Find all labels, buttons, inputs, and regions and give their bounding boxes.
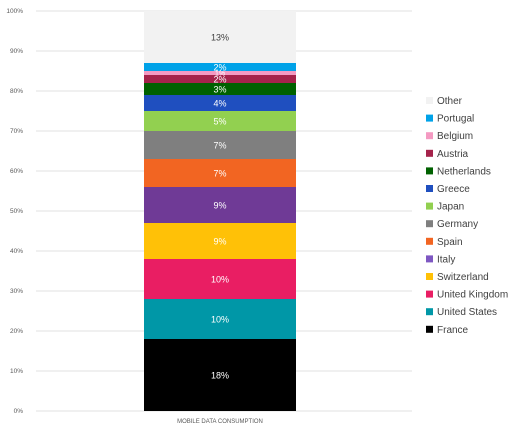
segment-value-label: 5% (213, 117, 226, 127)
segment-value-label: 3% (213, 85, 226, 95)
y-tick-label: 20% (10, 328, 23, 335)
legend-swatch (426, 97, 433, 104)
y-tick-label: 10% (10, 368, 23, 375)
x-axis-categories: MOBILE DATA CONSUMPTION (177, 419, 263, 425)
legend-entry: Belgium (437, 131, 473, 142)
y-tick-label: 30% (10, 288, 23, 295)
legend-entry: United Kingdom (437, 290, 508, 301)
legend-entry: France (437, 325, 469, 336)
bar-segment-france (144, 339, 296, 411)
y-tick-label: 60% (10, 168, 23, 175)
y-axis-ticks: 0% 10% 20% 30% 40% 50% 60% 70% 80% 90% 100% (6, 8, 23, 415)
bar-segment-belgium (144, 71, 296, 75)
legend-swatch (426, 202, 433, 210)
bar-segment-netherlands (144, 83, 296, 95)
legend-entry: Greece (437, 184, 470, 195)
legend-swatch (426, 220, 433, 228)
segment-value-label: 2% (213, 63, 226, 73)
bar-segment-united-kingdom (144, 259, 296, 299)
bar-segment-united-states (144, 299, 296, 339)
legend-entry: Other (437, 96, 463, 107)
legend-swatch (426, 149, 433, 157)
bar-segment-switzerland (144, 223, 296, 259)
legend-swatch (426, 132, 433, 140)
legend-entry: Germany (437, 219, 478, 230)
legend-entry: United States (437, 307, 497, 318)
x-category-label: MOBILE DATA CONSUMPTION (177, 419, 263, 425)
legend-entry: Spain (437, 237, 463, 248)
segment-value-label: 10% (211, 275, 229, 285)
y-tick-label: 80% (10, 88, 23, 95)
legend-entry: Switzerland (437, 272, 489, 283)
bar-segment-spain (144, 159, 296, 187)
segment-value-label: 2% (213, 75, 226, 85)
legend-entry: Italy (437, 254, 455, 265)
bar-segment-portugal (144, 63, 296, 71)
bar-segment-austria (144, 75, 296, 83)
segment-value-label: 18% (211, 371, 229, 381)
segment-labels: 18%10%10%9%9%7%7%5%4%3%2%1%2%13% (211, 33, 229, 381)
segment-value-label: 7% (213, 141, 226, 151)
legend-swatch (426, 237, 433, 245)
bar-segment-japan (144, 111, 296, 131)
legend-swatch (426, 308, 433, 316)
bar-segment-greece (144, 95, 296, 111)
segment-value-label: 10% (211, 315, 229, 325)
segment-value-label: 13% (211, 33, 229, 43)
legend-entry: Netherlands (437, 166, 491, 177)
legend-swatch (426, 167, 433, 175)
bar-segment-italy (144, 187, 296, 223)
legend-swatch (426, 114, 433, 122)
y-tick-label: 50% (10, 208, 23, 215)
y-tick-label: 0% (14, 408, 24, 415)
legend-swatch (426, 255, 433, 263)
segment-value-label: 9% (213, 237, 226, 247)
bar-segment-other (144, 11, 296, 63)
legend-swatch (426, 325, 433, 333)
legend-swatch (426, 290, 433, 298)
segment-value-label: 9% (213, 201, 226, 211)
segment-value-label: 1% (215, 71, 225, 78)
y-tick-label: 40% (10, 248, 23, 255)
y-tick-label: 70% (10, 128, 23, 135)
stacked-bar (144, 11, 296, 411)
bar-segment-germany (144, 131, 296, 159)
y-tick-label: 100% (6, 8, 23, 15)
segment-value-label: 4% (213, 99, 226, 109)
legend-swatch (426, 273, 433, 280)
segment-value-label: 7% (213, 169, 226, 179)
legend-entry: Portugal (437, 114, 474, 125)
legend-entry: Austria (437, 149, 469, 160)
legend-swatch (426, 185, 433, 192)
legend: Other Portugal Belgium Austria Netherlands Gr… (426, 96, 508, 336)
legend-entry: Japan (437, 202, 464, 213)
y-tick-label: 90% (10, 48, 23, 55)
